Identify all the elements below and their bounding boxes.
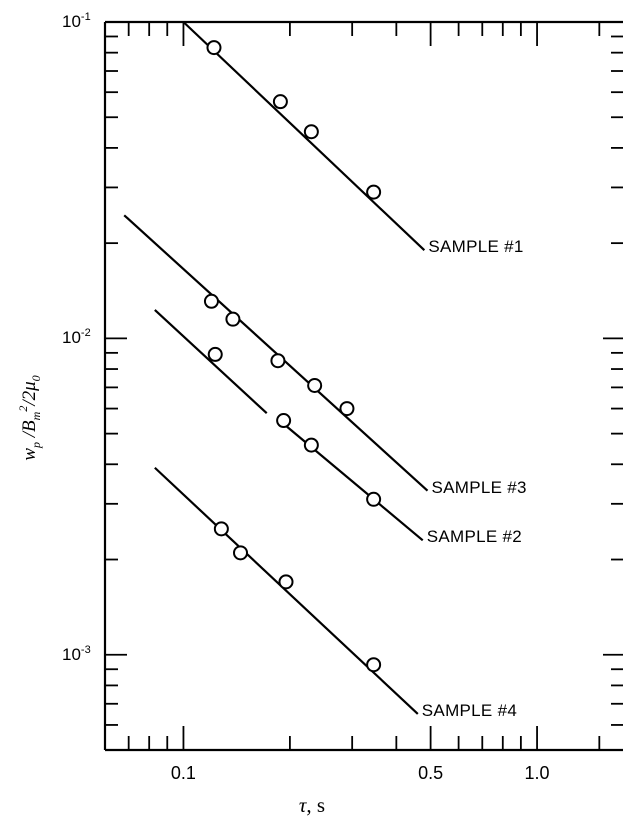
x-axis-label: τ, s bbox=[298, 793, 326, 817]
data-point bbox=[276, 413, 292, 429]
fit-line bbox=[278, 419, 424, 542]
data-point bbox=[213, 521, 229, 537]
fit-line bbox=[182, 21, 426, 251]
axis-ticks bbox=[104, 21, 623, 751]
data-point bbox=[303, 437, 319, 453]
data-point bbox=[307, 377, 323, 393]
data-point bbox=[278, 574, 294, 590]
data-point bbox=[303, 124, 319, 140]
y-tick-label: 10-3 bbox=[62, 643, 91, 664]
series-label: SAMPLE #2 bbox=[426, 527, 523, 547]
fit-line bbox=[123, 214, 429, 492]
data-point bbox=[272, 94, 288, 110]
y-tick-label: 10-2 bbox=[62, 327, 91, 348]
data-point bbox=[339, 401, 355, 417]
series-label: SAMPLE #4 bbox=[421, 700, 518, 720]
y-tick-base: 10 bbox=[62, 12, 81, 31]
series-label: SAMPLE #1 bbox=[428, 237, 524, 257]
data-point bbox=[366, 184, 382, 200]
y-tick-base: 10 bbox=[62, 328, 81, 348]
x-tick-label: 1.0 bbox=[524, 763, 550, 783]
data-point bbox=[207, 346, 223, 362]
data-point bbox=[270, 353, 286, 369]
y-tick-base: 10 bbox=[62, 644, 81, 664]
y-tick-label: 10-1 bbox=[62, 11, 91, 31]
data-point bbox=[233, 545, 249, 561]
fit-lines bbox=[123, 21, 429, 715]
fit-line bbox=[154, 466, 419, 715]
plot-frame bbox=[103, 20, 623, 752]
data-point bbox=[225, 311, 241, 327]
series-label: SAMPLE #3 bbox=[431, 477, 527, 497]
y-axis-label: wp /Bm2/2μ0 bbox=[16, 375, 43, 461]
data-point bbox=[366, 657, 382, 673]
x-tick-label: 0.5 bbox=[418, 763, 444, 783]
y-tick-exponent: -2 bbox=[80, 327, 91, 340]
fit-line bbox=[154, 309, 268, 415]
data-points bbox=[203, 40, 382, 673]
x-tick-label: 0.1 bbox=[170, 763, 196, 783]
y-tick-exponent: -1 bbox=[80, 11, 91, 23]
data-point bbox=[206, 40, 222, 56]
data-point bbox=[203, 293, 219, 309]
data-point bbox=[366, 491, 382, 507]
y-tick-exponent: -3 bbox=[80, 643, 91, 656]
